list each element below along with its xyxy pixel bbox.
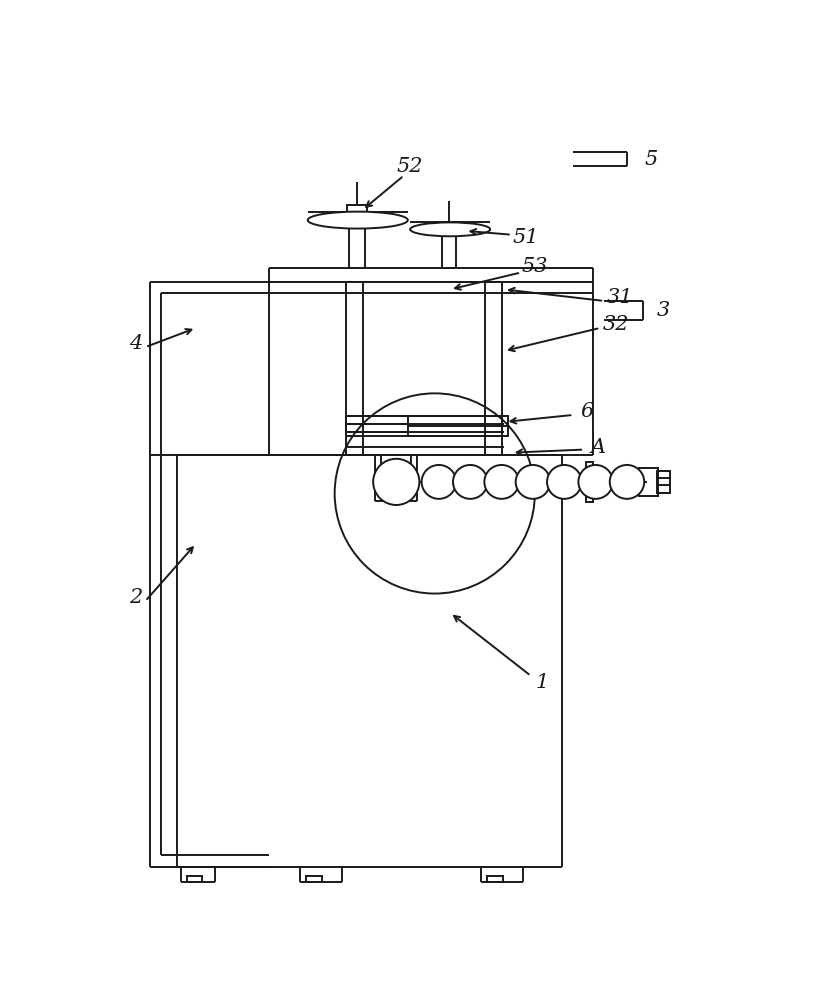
Text: 2: 2 bbox=[129, 588, 142, 607]
Bar bbox=[346, 416, 504, 424]
Bar bbox=[307, 876, 322, 882]
Bar bbox=[187, 876, 202, 882]
Bar bbox=[657, 471, 670, 493]
Bar bbox=[346, 424, 504, 432]
Ellipse shape bbox=[410, 222, 490, 236]
Ellipse shape bbox=[547, 465, 581, 499]
Text: 51: 51 bbox=[512, 228, 539, 247]
Bar bbox=[408, 416, 508, 436]
Bar bbox=[439, 222, 458, 229]
Ellipse shape bbox=[453, 465, 488, 499]
Ellipse shape bbox=[515, 465, 550, 499]
Ellipse shape bbox=[578, 465, 613, 499]
Text: 31: 31 bbox=[606, 288, 633, 307]
Bar bbox=[347, 205, 367, 213]
Bar bbox=[639, 468, 658, 496]
Text: A: A bbox=[590, 438, 606, 457]
Bar bbox=[487, 876, 502, 882]
Text: 3: 3 bbox=[657, 301, 670, 320]
Text: 52: 52 bbox=[397, 157, 424, 176]
Bar bbox=[349, 220, 366, 268]
Ellipse shape bbox=[485, 465, 519, 499]
Text: 5: 5 bbox=[645, 150, 659, 169]
Text: 32: 32 bbox=[602, 315, 629, 334]
Circle shape bbox=[373, 459, 420, 505]
Bar bbox=[441, 229, 455, 268]
Ellipse shape bbox=[307, 212, 408, 229]
Text: 4: 4 bbox=[129, 334, 142, 353]
Ellipse shape bbox=[422, 465, 456, 499]
Text: 6: 6 bbox=[580, 402, 593, 421]
Text: 1: 1 bbox=[536, 673, 550, 692]
Bar bbox=[586, 462, 593, 502]
Ellipse shape bbox=[610, 465, 644, 499]
Text: 53: 53 bbox=[522, 257, 548, 276]
